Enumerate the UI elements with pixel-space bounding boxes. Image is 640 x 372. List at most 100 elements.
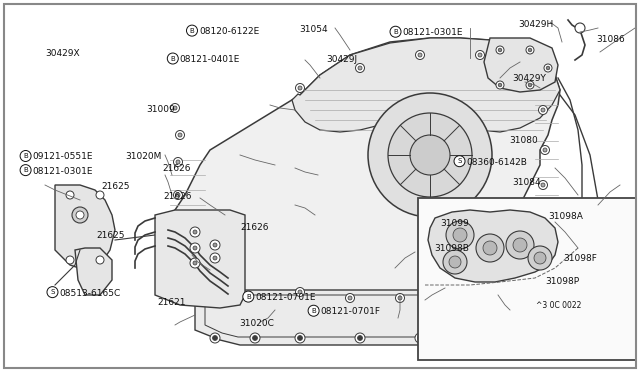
Text: 21626: 21626 [164, 192, 193, 201]
Text: 31098F: 31098F [563, 254, 597, 263]
Circle shape [173, 157, 182, 167]
Circle shape [212, 336, 218, 340]
Circle shape [175, 131, 184, 140]
Circle shape [541, 108, 545, 112]
Text: 30429H: 30429H [518, 20, 554, 29]
Circle shape [190, 227, 200, 237]
Circle shape [398, 296, 402, 300]
Circle shape [178, 133, 182, 137]
Text: 31084: 31084 [512, 178, 541, 187]
Text: B: B [170, 55, 175, 61]
Circle shape [446, 221, 474, 249]
Circle shape [170, 103, 179, 112]
Circle shape [20, 151, 31, 161]
Text: B: B [393, 29, 398, 35]
Text: 31098A: 31098A [548, 212, 582, 221]
Circle shape [449, 256, 461, 268]
Polygon shape [55, 185, 115, 270]
Circle shape [415, 51, 424, 60]
Circle shape [186, 25, 198, 36]
Circle shape [476, 234, 504, 262]
Circle shape [190, 258, 200, 268]
Circle shape [465, 333, 475, 343]
Text: 21625: 21625 [101, 182, 130, 191]
Circle shape [476, 51, 484, 60]
Circle shape [541, 145, 550, 154]
Circle shape [210, 240, 220, 250]
Circle shape [173, 190, 182, 199]
Circle shape [531, 256, 540, 264]
Circle shape [296, 288, 305, 296]
Text: 31020M: 31020M [125, 153, 162, 161]
Circle shape [496, 46, 504, 54]
Circle shape [298, 290, 302, 294]
Circle shape [368, 93, 492, 217]
Text: S: S [458, 158, 461, 164]
Text: 08121-0701F: 08121-0701F [321, 307, 381, 316]
Text: 31009: 31009 [146, 105, 175, 114]
Text: 30429Y: 30429Y [512, 74, 546, 83]
Text: B: B [189, 28, 195, 33]
Text: 31099: 31099 [440, 219, 469, 228]
Circle shape [498, 48, 502, 52]
Circle shape [448, 296, 452, 300]
Circle shape [538, 180, 547, 189]
Text: 08121-0301E: 08121-0301E [33, 167, 93, 176]
Circle shape [415, 333, 425, 343]
Circle shape [534, 252, 546, 264]
Circle shape [47, 287, 58, 298]
Circle shape [213, 243, 217, 247]
Circle shape [167, 53, 179, 64]
Circle shape [213, 256, 217, 260]
Circle shape [253, 336, 257, 340]
Polygon shape [75, 248, 112, 295]
Text: 21626: 21626 [163, 164, 191, 173]
Text: B: B [23, 167, 28, 173]
Circle shape [513, 238, 527, 252]
Text: 08360-6142B: 08360-6142B [467, 158, 527, 167]
Circle shape [210, 253, 220, 263]
Circle shape [190, 243, 200, 253]
Text: 31020C: 31020C [239, 319, 274, 328]
Circle shape [502, 336, 508, 340]
Circle shape [500, 333, 510, 343]
Circle shape [543, 148, 547, 152]
Circle shape [478, 53, 482, 57]
Polygon shape [484, 38, 558, 92]
Circle shape [541, 183, 545, 187]
Text: ^3 0C 0022: ^3 0C 0022 [536, 301, 582, 310]
Circle shape [243, 291, 254, 302]
Circle shape [536, 218, 540, 222]
Text: 21621: 21621 [157, 298, 186, 307]
Circle shape [396, 294, 404, 302]
Circle shape [358, 336, 362, 340]
Text: 08121-0701E: 08121-0701E [255, 293, 316, 302]
Circle shape [528, 246, 552, 270]
Text: 31098P: 31098P [545, 277, 579, 286]
Polygon shape [195, 290, 525, 345]
Circle shape [76, 211, 84, 219]
Text: 31054: 31054 [300, 25, 328, 34]
Circle shape [66, 191, 74, 199]
Circle shape [193, 246, 197, 250]
Circle shape [66, 256, 74, 264]
Circle shape [467, 336, 472, 340]
Circle shape [483, 241, 497, 255]
Text: 31086: 31086 [596, 35, 625, 44]
Circle shape [355, 64, 365, 73]
Circle shape [250, 333, 260, 343]
Circle shape [346, 294, 355, 302]
Circle shape [417, 336, 422, 340]
Circle shape [575, 23, 585, 33]
Circle shape [298, 86, 302, 90]
Circle shape [528, 83, 532, 87]
Polygon shape [165, 38, 560, 320]
Circle shape [498, 83, 502, 87]
Circle shape [20, 165, 31, 176]
Text: 08120-6122E: 08120-6122E [199, 27, 259, 36]
Text: 08121-0301E: 08121-0301E [403, 28, 463, 37]
Circle shape [526, 46, 534, 54]
Bar [418, 198, 636, 360]
Text: 08513-6165C: 08513-6165C [60, 289, 121, 298]
Text: 31098B: 31098B [434, 244, 468, 253]
